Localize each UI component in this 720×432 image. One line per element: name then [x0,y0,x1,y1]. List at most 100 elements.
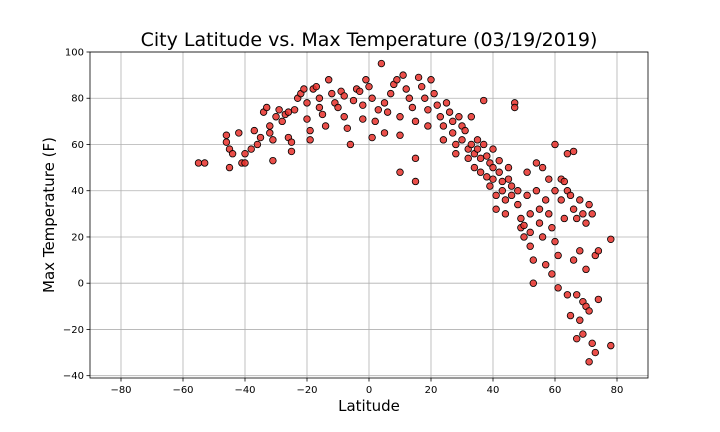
scatter-point [241,150,249,158]
scatter-point [514,187,522,195]
scatter-point [359,101,367,109]
scatter-point [200,159,209,167]
scatter-point [573,291,581,299]
scatter-point [303,99,311,107]
scatter-point [266,122,274,130]
scatter-point [538,163,547,172]
scatter-point [222,131,231,139]
scatter-point [523,191,531,200]
scatter-point [489,145,497,153]
scatter-point [576,247,584,255]
scatter-point [483,152,491,160]
x-tick-label: 0 [366,385,372,396]
scatter-point [535,205,544,213]
x-axis-title: Latitude [338,397,400,415]
scatter-point [545,210,553,218]
scatter-point [362,76,370,84]
scatter-point [334,103,342,112]
scatter-point [272,113,280,121]
scatter-point [532,159,541,167]
scatter-point [554,251,562,260]
scatter-point [225,163,234,172]
scatter-point [411,177,420,186]
scatter-point [414,73,423,82]
scatter-point [569,256,578,264]
scatter-point [501,210,510,218]
scatter-point [452,150,460,158]
scatter-point [535,219,544,227]
scatter-point [228,150,237,158]
scatter-point [393,76,401,84]
scatter-point [507,182,516,190]
scatter-point [380,129,389,137]
ticks: −80 −60 −40 −20 0 20 40 60 80 −40 −20 0 20 40 60 80 100 [63,48,623,397]
scatter-point [340,92,348,100]
y-tick-label: 60 [71,140,84,151]
scatter-point [473,136,482,144]
scatter-point [573,334,581,343]
y-axis-title: Max Temperature (F) [40,137,58,293]
scatter-point [343,124,351,132]
scatter-point [576,316,584,324]
x-tick-label: −60 [172,385,193,396]
scatter-point [538,233,547,241]
scatter-point [495,156,503,165]
scatter-point [461,126,469,135]
scatter-point [368,94,376,102]
scatter-point [594,247,603,255]
scatter-point [520,221,528,230]
scatter-point [222,138,231,146]
scatter-point [551,237,559,246]
y-tick-label: 40 [71,186,84,197]
scatter-point [253,140,262,149]
scatter-point [591,348,599,357]
scatter-point [452,140,460,149]
scatter-point [371,117,379,126]
scatter-point [312,82,320,91]
scatter-point [495,168,503,176]
scatter-point [266,129,274,137]
scatter-point [560,177,568,186]
scatter-point [569,147,578,156]
chart-title: City Latitude vs. Max Temperature (03/19… [141,29,598,51]
scatter-point [563,291,572,299]
scatter-point [514,200,522,209]
scatter-point [504,175,513,183]
scatter-point [306,136,314,144]
scatter-point [520,233,528,241]
scatter-point [526,210,534,218]
scatter-point [576,196,584,204]
scatter-point [492,205,500,213]
scatter-point [569,205,578,213]
scatter-point [380,99,389,107]
scatter-point [328,89,336,98]
scatter-point [588,210,596,218]
y-tick-label: −40 [63,371,84,382]
scatter-point [548,270,556,278]
scatter-point [427,76,435,84]
data-points [194,59,615,366]
x-tick-label: 40 [487,385,500,396]
scatter-point [483,173,491,181]
scatter-point [579,330,587,338]
y-tick-label: 0 [78,279,84,290]
scatter-point [387,89,395,98]
scatter-point [287,147,296,156]
scatter-point [405,94,413,102]
scatter-point [504,163,513,172]
scatter-point [250,126,258,135]
scatter-point [256,133,265,142]
x-tick-label: 20 [425,385,438,396]
scatter-point [411,117,420,126]
scatter-point [396,131,404,139]
scatter-point [476,154,485,163]
scatter-point [458,136,466,144]
scatter-point [480,140,488,149]
scatter-point [455,113,463,121]
scatter-point [418,82,426,91]
scatter-point [368,133,376,142]
scatter-point [480,96,488,105]
scatter-point [396,113,404,121]
x-tick-label: −20 [296,385,317,396]
